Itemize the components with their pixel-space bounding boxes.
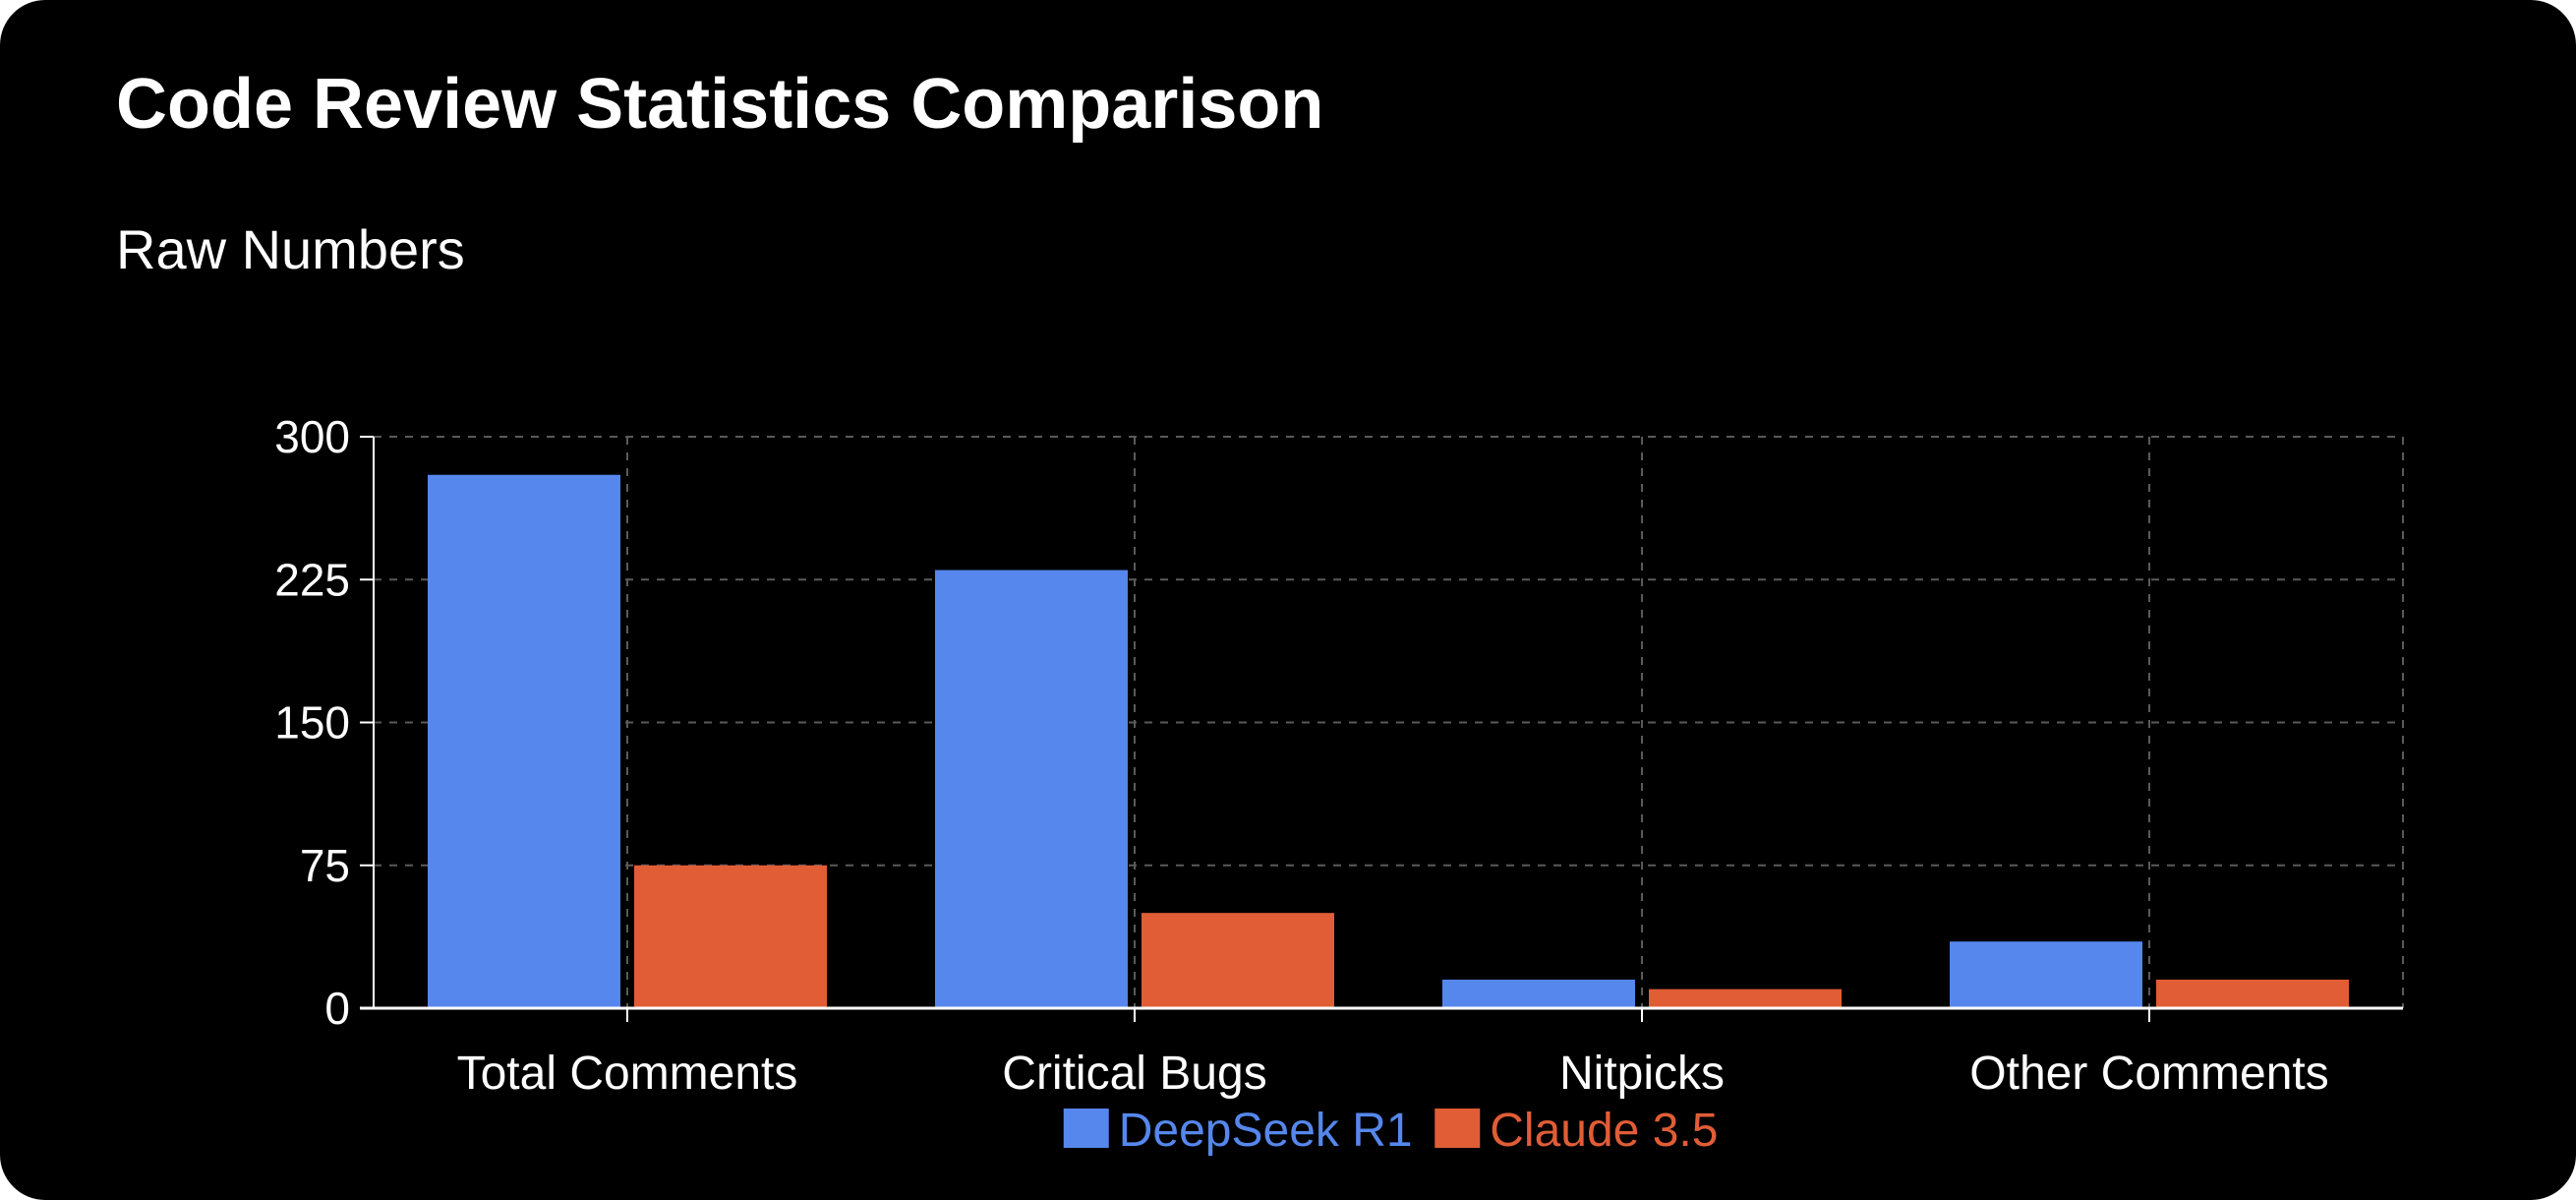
bars <box>428 474 2349 1008</box>
chart-subtitle: Raw Numbers <box>116 218 465 280</box>
bar-claude-3-5-1[interactable] <box>1142 913 1334 1008</box>
legend-swatch <box>1434 1109 1481 1148</box>
x-tick-label: Other Comments <box>1969 1048 2328 1100</box>
y-tick-label: 300 <box>274 411 350 462</box>
axis-labels: 0 75 150 225 300 Total Comments Critical Bugs N… <box>274 411 2328 1100</box>
legend-label: DeepSeek R1 <box>1119 1105 1413 1157</box>
bar-claude-3-5-0[interactable] <box>634 865 827 1008</box>
bar-claude-3-5-3[interactable] <box>2156 979 2349 1008</box>
y-tick-label: 75 <box>300 840 350 891</box>
bar-deepseek-r1-2[interactable] <box>1442 979 1635 1008</box>
y-tick-label: 0 <box>324 983 350 1034</box>
bar-deepseek-r1-0[interactable] <box>428 474 620 1008</box>
bar-deepseek-r1-1[interactable] <box>935 570 1128 1008</box>
y-tick-label: 150 <box>274 697 350 749</box>
bar-deepseek-r1-3[interactable] <box>1950 941 2142 1008</box>
legend-item-claude-3-5[interactable]: Claude 3.5 <box>1434 1105 1718 1157</box>
legend-item-deepseek-r1[interactable]: DeepSeek R1 <box>1063 1105 1413 1157</box>
y-tick-label: 225 <box>274 554 350 605</box>
page-title: Code Review Statistics Comparison <box>116 65 1324 144</box>
x-tick-label: Nitpicks <box>1559 1048 1725 1100</box>
legend[interactable]: DeepSeek R1 Claude 3.5 <box>1063 1105 1719 1157</box>
axes <box>360 436 2403 1022</box>
x-tick-label: Total Comments <box>457 1048 798 1100</box>
legend-label: Claude 3.5 <box>1490 1105 1718 1157</box>
x-tick-label: Critical Bugs <box>1002 1048 1266 1100</box>
bar-claude-3-5-2[interactable] <box>1649 989 1842 1008</box>
legend-swatch <box>1063 1109 1109 1148</box>
